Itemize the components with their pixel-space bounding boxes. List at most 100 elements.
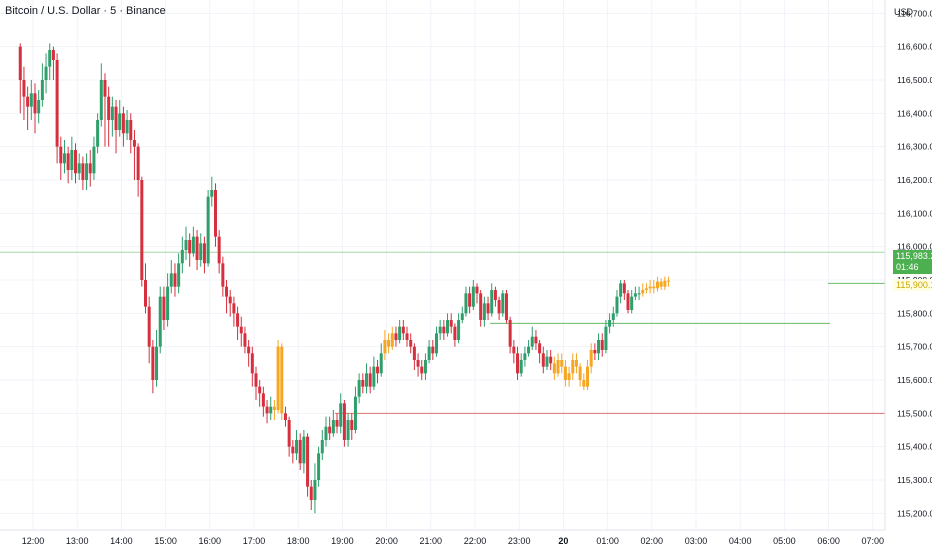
candle-body [560, 360, 564, 367]
candle-body [247, 346, 251, 354]
candle-body [158, 296, 162, 347]
candle-body [151, 346, 155, 380]
candle-body [121, 113, 125, 134]
candle-body [652, 286, 656, 289]
y-tick-label: 116,200.00 [897, 175, 932, 185]
candle-body [353, 396, 357, 430]
candle-body [140, 180, 144, 280]
candle-body [626, 293, 630, 310]
current-price-tag: 115,983.27 01:46 [893, 250, 932, 274]
candle-body [48, 50, 52, 67]
candle-body [571, 360, 575, 374]
candle-body [608, 320, 612, 327]
x-tick-label: 07:00 [862, 536, 885, 546]
candle-body [383, 340, 387, 354]
candle-body [166, 286, 170, 320]
candle-body [77, 163, 81, 174]
candle-body [394, 333, 398, 340]
secondary-price-tag: 115,900.17 [893, 279, 932, 291]
candle-body [637, 293, 641, 295]
candle-body [527, 346, 531, 354]
candle-body [62, 153, 66, 164]
candle-body [81, 163, 85, 180]
candle-body [464, 293, 468, 314]
candles [18, 43, 671, 514]
candle-body [442, 326, 446, 334]
candle-body [59, 146, 63, 164]
x-tick-label: 06:00 [817, 536, 840, 546]
current-price-value: 115,983.27 [896, 251, 932, 261]
x-tick-label: 19:00 [331, 536, 354, 546]
candle-body [482, 303, 486, 320]
candle-body [497, 300, 501, 314]
candle-body [213, 190, 217, 237]
candle-body [37, 100, 41, 114]
candle-body [129, 120, 133, 140]
grid-lines [0, 0, 885, 530]
candle-body [431, 346, 435, 354]
candle-body [574, 360, 578, 367]
candle-body [398, 326, 402, 340]
candle-body [449, 320, 453, 327]
y-tick-label: 116,000.00 [897, 242, 932, 252]
y-tick-label: 116,400.00 [897, 108, 932, 118]
candle-body [405, 333, 409, 340]
candle-body [486, 303, 490, 314]
candle-body [125, 120, 129, 134]
candle-body [659, 281, 663, 287]
candle-body [88, 163, 92, 174]
candle-body [508, 320, 512, 347]
candle-body [33, 93, 37, 114]
candle-body [457, 320, 461, 340]
candle-body [239, 326, 243, 334]
candle-body [420, 366, 424, 374]
candle-body [655, 281, 659, 289]
y-tick-label: 115,800.00 [897, 308, 932, 318]
candle-body [357, 380, 361, 397]
candle-body [269, 406, 273, 414]
y-tick-label: 115,400.00 [897, 442, 932, 452]
candle-body [630, 296, 634, 310]
candle-body [191, 236, 195, 254]
candle-body [567, 373, 571, 380]
candle-body [390, 333, 394, 347]
candle-body [114, 106, 118, 130]
candle-body [272, 406, 276, 410]
candle-body [328, 426, 332, 434]
candle-body [615, 296, 619, 314]
candle-body [512, 346, 516, 354]
candle-body [210, 190, 214, 197]
candle-body [501, 293, 505, 314]
candle-body [22, 80, 26, 97]
candle-body [217, 236, 221, 264]
currency-label[interactable]: USD [894, 7, 914, 17]
candle-body [107, 96, 111, 120]
candle-body [144, 280, 147, 307]
candle-body [365, 373, 368, 387]
candle-body [280, 346, 284, 414]
y-tick-label: 116,300.00 [897, 142, 932, 152]
candle-body [376, 366, 380, 374]
y-tick-label: 115,600.00 [897, 375, 932, 385]
x-tick-label: 21:00 [420, 536, 443, 546]
candle-body [409, 340, 413, 347]
candle-body [320, 440, 324, 454]
candle-body [40, 80, 44, 100]
candle-body [644, 288, 648, 290]
candle-body [51, 50, 55, 60]
candle-body [604, 326, 608, 350]
x-tick-label: 20:00 [375, 536, 398, 546]
y-tick-label: 115,700.00 [897, 342, 932, 352]
candle-body [446, 320, 450, 334]
candle-body [342, 403, 346, 440]
candle-body [468, 293, 472, 307]
candle-body [85, 163, 89, 180]
y-tick-label: 115,300.00 [897, 475, 932, 485]
x-tick-label: 16:00 [199, 536, 222, 546]
candle-body [519, 360, 523, 374]
time-axis[interactable]: 12:00 13:00 14:00 15:00 16:00 17:00 18:00 19:00… [22, 536, 884, 546]
candle-body [593, 350, 597, 354]
candle-body [258, 386, 262, 394]
candle-body [92, 146, 96, 174]
